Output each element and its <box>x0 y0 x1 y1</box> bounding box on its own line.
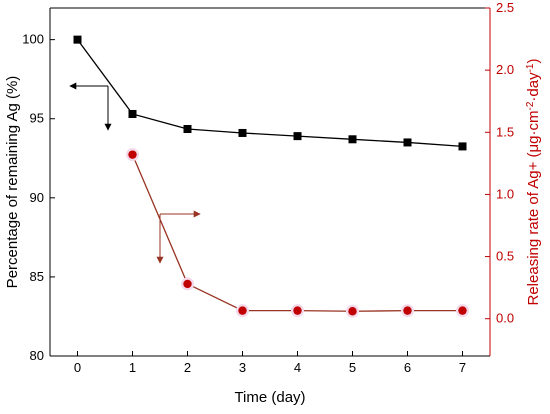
y-right-title-prefix: Releasing rate of Ag+ (μg·cm <box>525 111 542 306</box>
series-0-point-1 <box>128 109 137 118</box>
series-0-point-4 <box>293 132 302 141</box>
x-tick-label-1: 1 <box>129 360 136 375</box>
y-right-tick-label-3: 1.5 <box>496 124 514 139</box>
series-1-point-4 <box>348 307 357 316</box>
x-tick-label-6: 6 <box>404 360 411 375</box>
x-tick-label-7: 7 <box>459 360 466 375</box>
y-left-tick-label-2: 90 <box>30 190 44 205</box>
series-0-point-0 <box>73 35 82 44</box>
x-axis-title: Time (day) <box>234 389 305 406</box>
y-right-title-sup2: -1 <box>525 63 536 72</box>
series-1-point-3 <box>293 306 302 315</box>
series-0-point-3 <box>238 128 247 137</box>
series-1-point-1 <box>183 279 192 289</box>
x-tick-label-3: 3 <box>239 360 246 375</box>
y-right-tick-label-2: 1.0 <box>496 186 514 201</box>
axis-indicator-arrows <box>69 82 201 264</box>
series-0-line <box>76 39 463 148</box>
x-tick-label-0: 0 <box>74 360 81 375</box>
y-left-axis-ticks: 80 85 90 95 100 <box>22 32 55 363</box>
y-right-title-mid: ·day <box>525 72 542 102</box>
y-right-title-sup1: -2 <box>525 101 536 110</box>
y-right-tick-label-1: 0.5 <box>496 249 514 264</box>
x-tick-label-4: 4 <box>294 360 301 375</box>
x-axis-ticks: 0 1 2 3 4 5 6 7 <box>74 351 466 375</box>
series-0-point-5 <box>348 135 357 144</box>
y-left-tick-label-3: 95 <box>30 111 44 126</box>
y-right-title-suffix: ) <box>525 59 542 64</box>
y-right-axis-ticks: 0.0 0.5 1.0 1.5 2.0 2.5 <box>485 0 514 326</box>
y-left-tick-label-0: 80 <box>30 348 44 363</box>
y-right-tick-label-5: 2.5 <box>496 0 514 15</box>
y-left-tick-label-4: 100 <box>22 32 44 47</box>
plot-frame <box>49 7 491 357</box>
y-left-tick-label-1: 85 <box>30 269 44 284</box>
series-layer <box>73 35 469 318</box>
series-1-point-0 <box>128 150 137 159</box>
series-0-point-6 <box>403 138 412 147</box>
series-1-point-5 <box>403 306 412 315</box>
y-left-axis-title: Percentage of remaining Ag (%) <box>4 76 21 289</box>
series-0-point-7 <box>458 142 467 151</box>
series-0-point-2 <box>183 125 192 134</box>
y-right-axis-title: Releasing rate of Ag+ (μg·cm-2·day-1) <box>525 59 543 306</box>
y-right-tick-label-4: 2.0 <box>496 62 514 77</box>
series-1-point-2 <box>238 306 247 315</box>
y-right-tick-label-0: 0.0 <box>496 311 514 326</box>
series-1-point-6 <box>458 306 467 315</box>
x-tick-label-5: 5 <box>349 360 356 375</box>
series-1-line <box>131 154 463 312</box>
x-tick-label-2: 2 <box>184 360 191 375</box>
